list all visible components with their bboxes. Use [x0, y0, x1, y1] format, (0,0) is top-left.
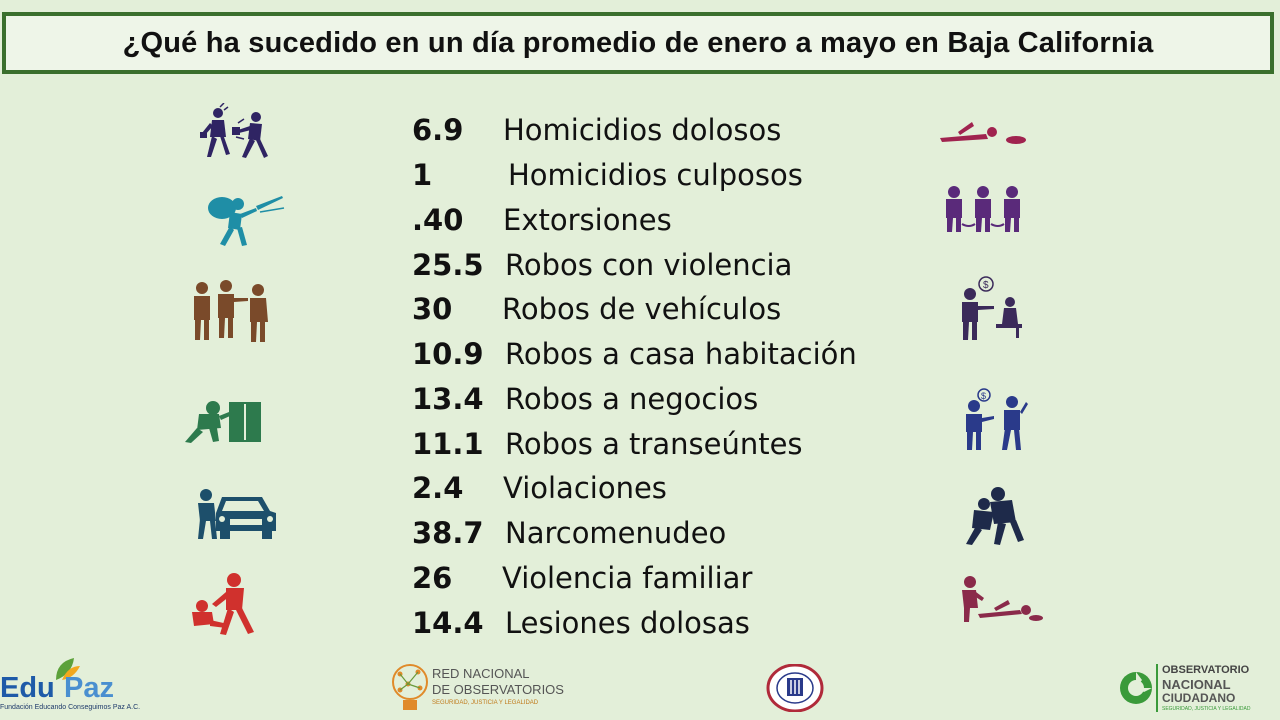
stat-value: 11.1 [412, 427, 484, 461]
observatorio-line3: CIUDADANO [1162, 691, 1236, 705]
edupaz-tagline: Fundación Educando Conseguimos Paz A.C. [0, 704, 141, 711]
network-bulb-icon [392, 664, 428, 710]
stat-label: Robos a negocios [505, 382, 759, 416]
burglar-icon [208, 196, 285, 246]
stat-label: Violaciones [503, 471, 667, 505]
observatorio-line1: OBSERVATORIO [1162, 664, 1250, 676]
injury-icon [962, 576, 1043, 622]
break-in-icon [185, 401, 261, 443]
observatorio-line2: NACIONAL [1162, 677, 1231, 692]
stat-label: Violencia familiar [502, 561, 753, 595]
extortion-call-icon: $ [962, 276, 1022, 340]
stat-label: Homicidios culposos [508, 158, 803, 192]
handcuffed-detainees-icon [946, 186, 1020, 232]
stat-value: .40 [412, 203, 464, 237]
stat-label: Extorsiones [503, 203, 672, 237]
observatorio-line4: SEGURIDAD, JUSTICIA Y LEGALIDAD [1162, 706, 1251, 712]
sexual-assault-icon [966, 487, 1024, 545]
seal-logo [766, 664, 824, 712]
stat-value: 1 [412, 158, 433, 192]
swirl-icon [1120, 672, 1152, 704]
page-title: ¿Qué ha sucedido en un día promedio de e… [122, 26, 1154, 59]
stat-value: 38.7 [412, 516, 484, 550]
stat-value: 14.4 [412, 606, 484, 640]
stat-value: 26 [412, 561, 453, 595]
stat-label: Narcomenudeo [505, 516, 727, 550]
red-nacional-line3: SEGURIDAD, JUSTICIA Y LEGALIDAD [432, 700, 539, 706]
stat-label: Robos de vehículos [502, 292, 782, 326]
stat-value: 25.5 [412, 248, 484, 282]
edupaz-logo: Edu Paz Fundación Educando Conseguimos P… [0, 656, 140, 716]
red-nacional-logo: RED NACIONAL DE OBSERVATORIOS SEGURIDAD,… [390, 660, 564, 716]
red-nacional-line2: DE OBSERVATORIOS [432, 682, 564, 697]
observatorio-logo: OBSERVATORIO NACIONAL CIUDADANO SEGURIDA… [1118, 662, 1251, 716]
stat-label: Homicidios dolosos [503, 113, 782, 147]
edupaz-part2: Paz [64, 672, 114, 704]
stat-value: 6.9 [412, 113, 464, 147]
stat-value: 13.4 [412, 382, 484, 416]
homicide-body-icon [940, 122, 1026, 144]
stat-label: Robos con violencia [505, 248, 793, 282]
stat-value: 10.9 [412, 337, 484, 371]
stat-label: Robos a casa habitación [505, 337, 857, 371]
leaf-icon [56, 658, 80, 680]
logo-divider [1156, 664, 1158, 712]
stat-value: 30 [412, 292, 453, 326]
assault-icon [192, 573, 254, 635]
stat-label: Robos a transeúntes [505, 427, 803, 461]
red-nacional-line1: RED NACIONAL [432, 666, 530, 681]
svg-text:$: $ [983, 280, 989, 291]
stat-label: Lesiones dolosas [505, 606, 750, 640]
edupaz-part1: Edu [0, 672, 55, 704]
svg-text:$: $ [981, 391, 986, 401]
purse-snatching-icon [200, 103, 268, 158]
robbery-at-gunpoint-icon [194, 280, 268, 342]
stat-value: 2.4 [412, 471, 464, 505]
car-theft-icon [198, 489, 276, 539]
extortion-threat-icon: $ [966, 388, 1028, 450]
title-banner: ¿Qué ha sucedido en un día promedio de e… [2, 12, 1274, 74]
